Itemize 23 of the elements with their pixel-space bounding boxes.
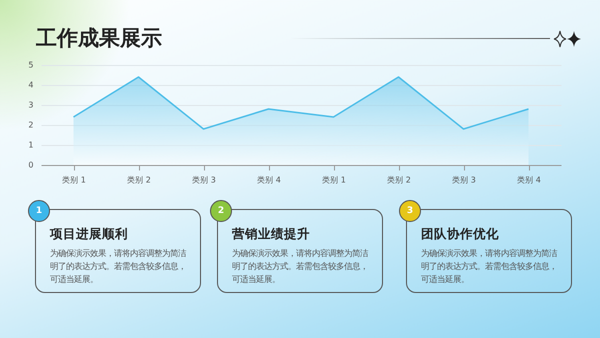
x-tick-label: 类别 1 (322, 176, 346, 184)
text: 为确保演示效果，请将内容调整为简洁明了的表达方式。若需包含较多信息，可适当延展。 (232, 247, 370, 286)
x-tick-label: 类别 1 (62, 176, 86, 184)
text: 营销业绩提升 (232, 226, 310, 243)
text: 为确保演示效果，请将内容调整为简洁明了的表达方式。若需包含较多信息，可适当延展。 (421, 247, 558, 286)
text: 团队协作优化 (421, 226, 499, 243)
x-tick-label: 类别 4 (517, 176, 541, 184)
y-tick-label: 3 (28, 100, 34, 110)
y-tick-label: 0 (28, 160, 34, 170)
x-tick-label: 类别 3 (192, 176, 216, 184)
x-tick-label: 类别 3 (452, 176, 476, 184)
text: 2 (210, 200, 232, 222)
y-tick-label: 4 (28, 80, 34, 90)
chart-title: 工作成果展示 (36, 25, 162, 52)
y-tick-label: 1 (28, 140, 34, 150)
x-tick-label: 类别 2 (387, 176, 411, 184)
text: 3 (399, 200, 421, 222)
text: 为确保演示效果，请将内容调整为简洁明了的表达方式。若需包含较多信息，可适当延展。 (50, 247, 188, 286)
x-tick-label: 类别 4 (257, 176, 281, 184)
x-tick-label: 类别 2 (127, 176, 151, 184)
y-tick-label: 2 (28, 120, 34, 130)
text: 项目进展顺利 (50, 226, 128, 243)
y-tick-label: 5 (28, 60, 34, 70)
